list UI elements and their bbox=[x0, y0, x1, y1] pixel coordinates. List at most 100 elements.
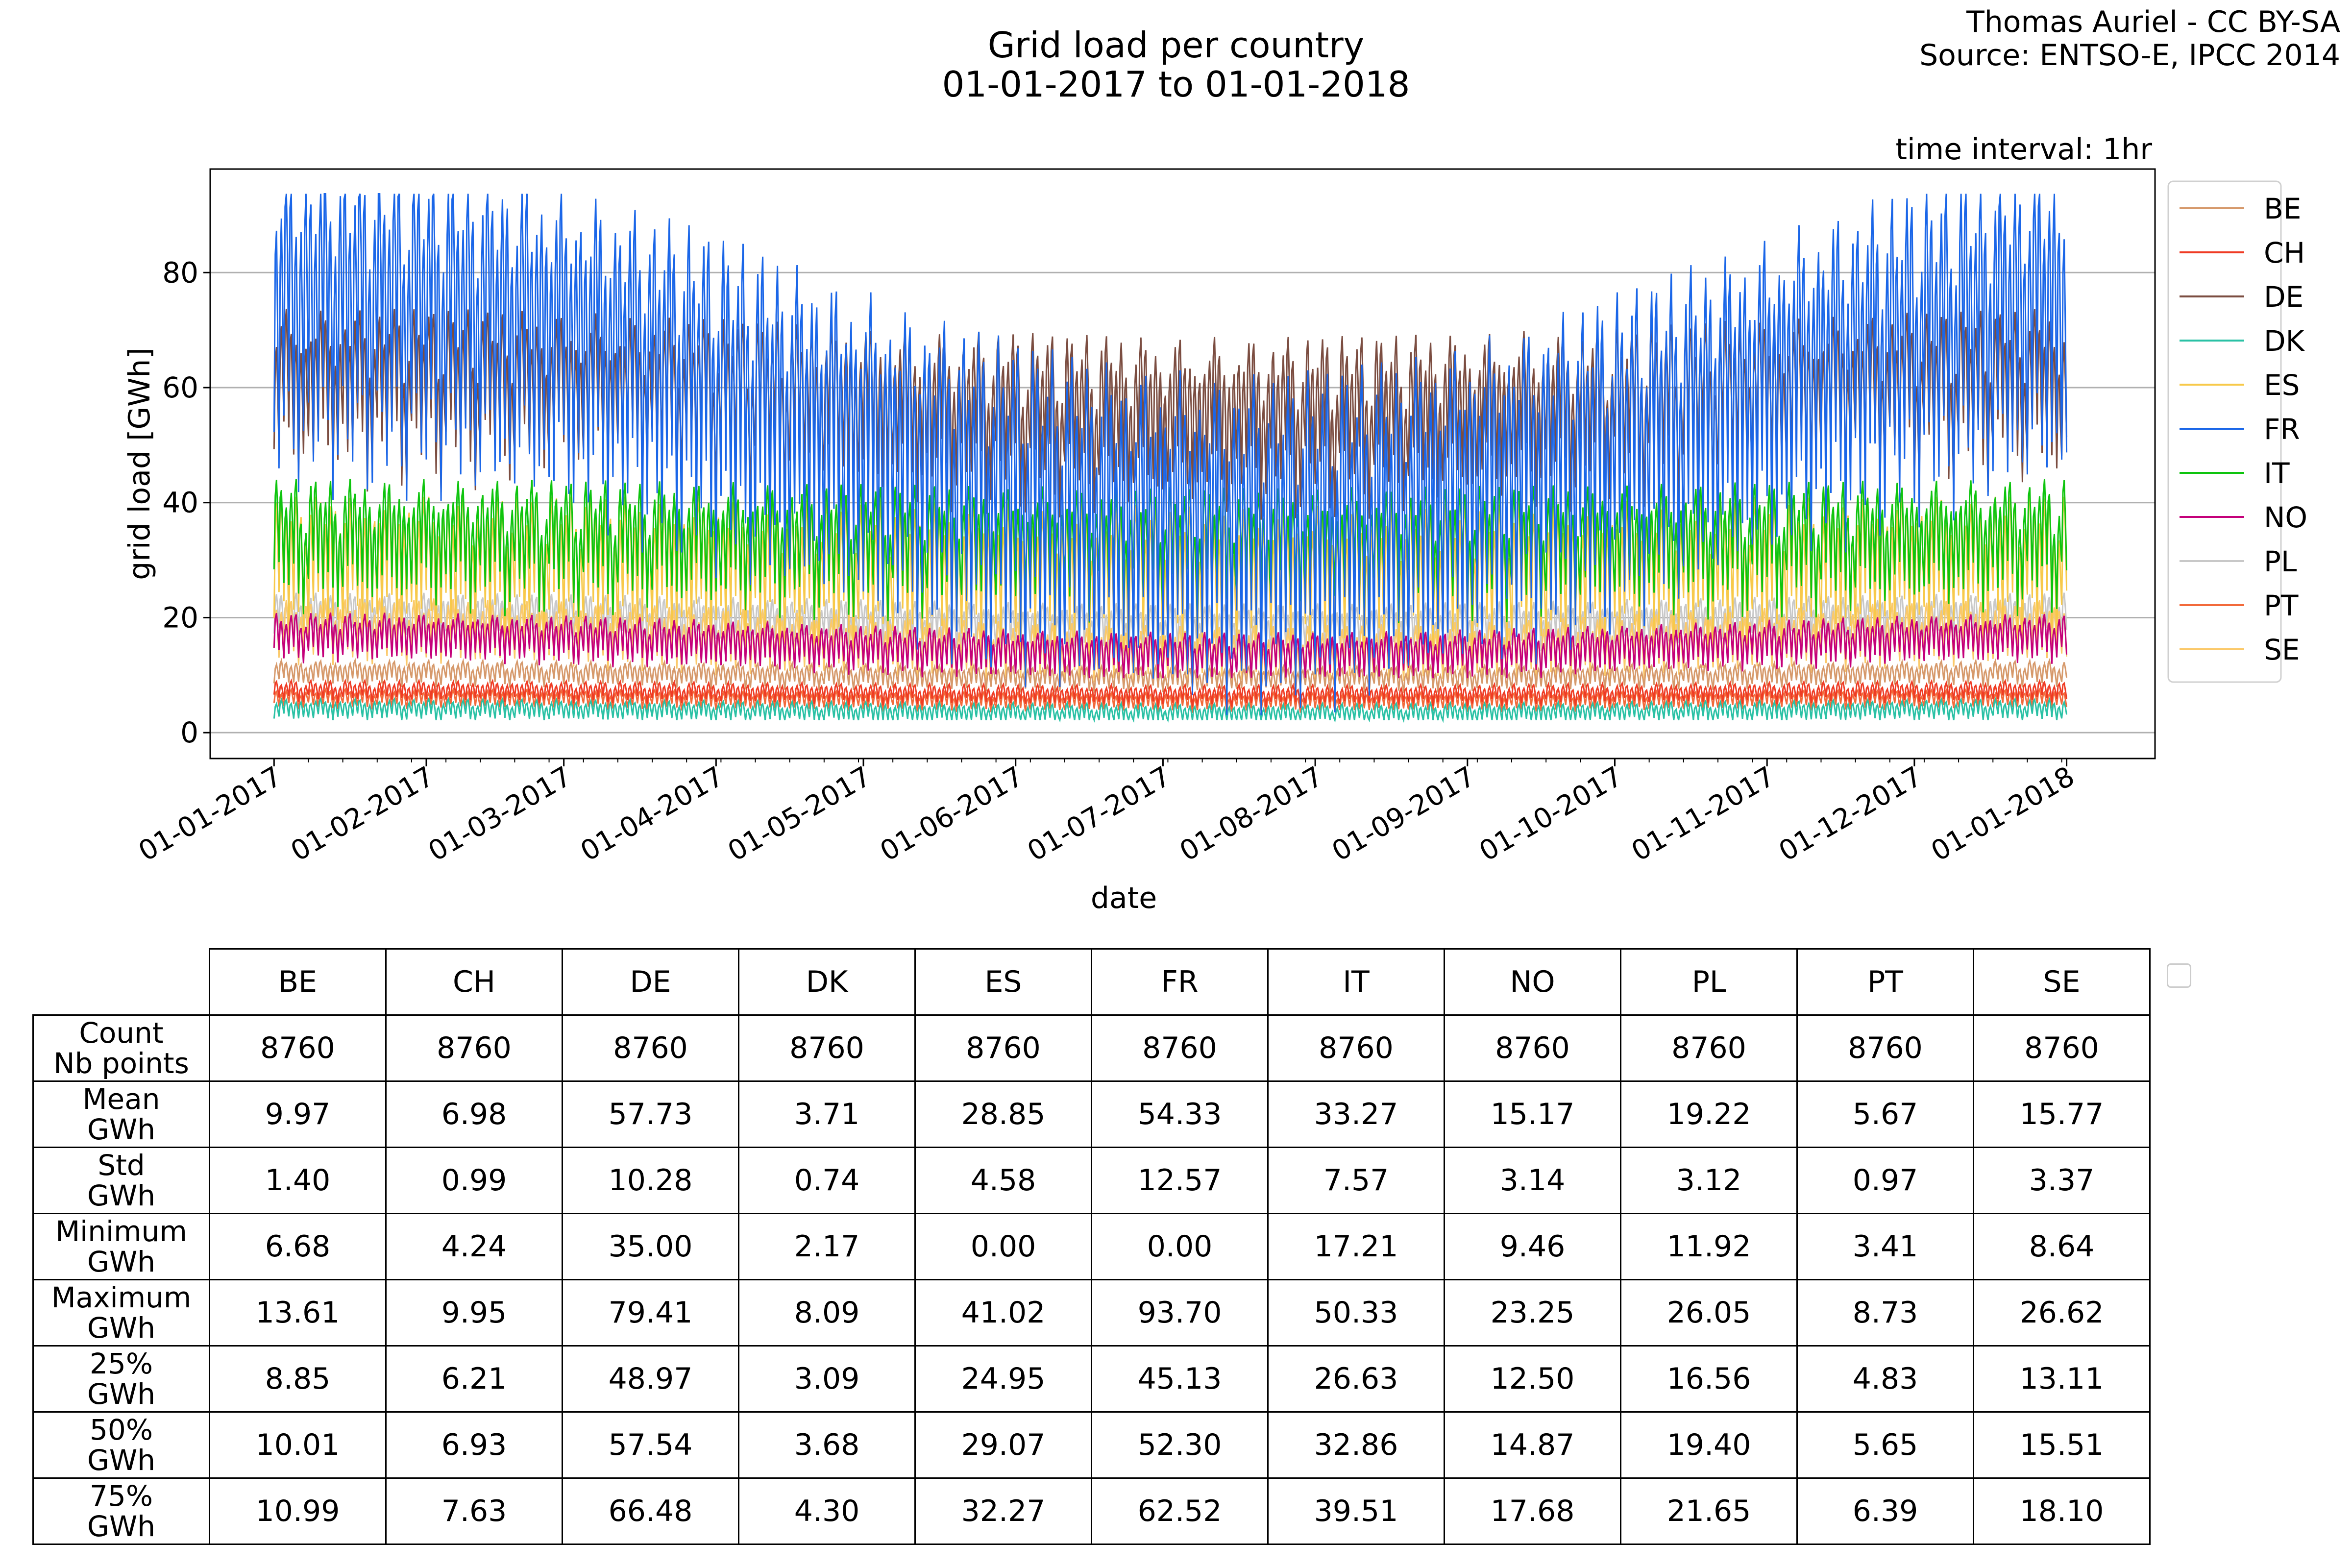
legend-label-es: ES bbox=[2264, 368, 2300, 402]
x-tick-label: 01-02-2017 bbox=[286, 760, 440, 868]
table-column-header: SE bbox=[1973, 948, 2151, 1016]
table-cell: 18.10 bbox=[1973, 1477, 2151, 1545]
y-tick-label: 0 bbox=[180, 716, 198, 749]
table-cell: 8.09 bbox=[738, 1279, 916, 1347]
table-cell: 39.51 bbox=[1267, 1477, 1445, 1545]
table-cell: 3.37 bbox=[1973, 1147, 2151, 1214]
table-cell: 9.46 bbox=[1444, 1213, 1621, 1280]
x-tick-label: 01-04-2017 bbox=[575, 760, 729, 868]
table-cell: 19.40 bbox=[1620, 1411, 1798, 1479]
table-cell: 0.74 bbox=[738, 1147, 916, 1214]
credit-author: Thomas Auriel - CC BY-SA bbox=[1966, 5, 2340, 39]
table-cell: 8760 bbox=[1973, 1014, 2151, 1082]
table-cell: 10.99 bbox=[209, 1477, 387, 1545]
x-tick-label: 01-12-2017 bbox=[1774, 760, 1928, 868]
table-cell: 6.68 bbox=[209, 1213, 387, 1280]
table-cell: 10.01 bbox=[209, 1411, 387, 1479]
credit-source: Source: ENTSO-E, IPCC 2014 bbox=[1919, 38, 2340, 73]
table-row: 75% GWh 10.99 7.63 66.48 4.30 32.27 62.52 39.51 1… bbox=[32, 1477, 2151, 1545]
table-column-header: DE bbox=[562, 948, 739, 1016]
table-cell: 0.00 bbox=[1091, 1213, 1269, 1280]
x-tick-label: 01-08-2017 bbox=[1175, 760, 1328, 868]
table-cell: 17.21 bbox=[1267, 1213, 1445, 1280]
table-cell: 26.62 bbox=[1973, 1279, 2151, 1347]
table-cell: 4.83 bbox=[1796, 1345, 1974, 1413]
table-cell: 8760 bbox=[1091, 1014, 1269, 1082]
table-cell: 5.65 bbox=[1796, 1411, 1974, 1479]
table-corner bbox=[33, 949, 210, 1016]
table-row: 25% GWh 8.85 6.21 48.97 3.09 24.95 45.13 26.63 12… bbox=[32, 1345, 2151, 1413]
table-cell: 15.17 bbox=[1444, 1080, 1621, 1148]
table-cell: 3.14 bbox=[1444, 1147, 1621, 1214]
legend-label-it: IT bbox=[2264, 457, 2290, 490]
table-column-header: DK bbox=[738, 948, 916, 1016]
table-row-header: 75% GWh bbox=[32, 1477, 210, 1545]
table-row: Maximum GWh 13.61 9.95 79.41 8.09 41.02 93.70 50… bbox=[32, 1279, 2151, 1347]
table-cell: 8760 bbox=[1267, 1014, 1445, 1082]
chart-subtitle: 01-01-2017 to 01-01-2018 bbox=[942, 64, 1410, 105]
table-cell: 26.63 bbox=[1267, 1345, 1445, 1413]
table-cell: 24.95 bbox=[914, 1345, 1092, 1413]
y-tick-label: 60 bbox=[162, 371, 198, 404]
table-cell: 7.63 bbox=[385, 1477, 563, 1545]
table-cell: 32.86 bbox=[1267, 1411, 1445, 1479]
table-cell: 8760 bbox=[562, 1014, 739, 1082]
legend-label-se: SE bbox=[2264, 633, 2300, 666]
table-cell: 6.93 bbox=[385, 1411, 563, 1479]
chart-title: Grid load per country bbox=[987, 24, 1365, 66]
table-cell: 8.64 bbox=[1973, 1213, 2151, 1280]
table-cell: 5.67 bbox=[1796, 1080, 1974, 1148]
table-cell: 45.13 bbox=[1091, 1345, 1269, 1413]
legend: BE CH DE DK ES FR IT NO PL PT SE bbox=[2167, 180, 2307, 683]
table-cell: 6.98 bbox=[385, 1080, 563, 1148]
table-cell: 6.21 bbox=[385, 1345, 563, 1413]
table-cell: 29.07 bbox=[914, 1411, 1092, 1479]
table-cell: 8760 bbox=[1796, 1014, 1974, 1082]
table-cell: 2.17 bbox=[738, 1213, 916, 1280]
table-cell: 4.24 bbox=[385, 1213, 563, 1280]
table-cell: 8760 bbox=[738, 1014, 916, 1082]
table-cell: 8760 bbox=[385, 1014, 563, 1082]
x-tick-label: 01-03-2017 bbox=[423, 760, 577, 868]
table-cell: 3.41 bbox=[1796, 1213, 1974, 1280]
table-cell: 57.54 bbox=[562, 1411, 739, 1479]
table-cell: 33.27 bbox=[1267, 1080, 1445, 1148]
table-cell: 1.40 bbox=[209, 1147, 387, 1214]
x-tick-label: 01-07-2017 bbox=[1022, 760, 1176, 868]
table-row-header: Count Nb points bbox=[32, 1014, 210, 1082]
table-row-header: Maximum GWh bbox=[32, 1279, 210, 1347]
x-tick-label: 01-06-2017 bbox=[875, 760, 1029, 868]
table-column-header: PL bbox=[1620, 948, 1798, 1016]
table-cell: 28.85 bbox=[914, 1080, 1092, 1148]
legend-label-pl: PL bbox=[2264, 545, 2297, 578]
table-row-header: Minimum GWh bbox=[32, 1213, 210, 1280]
y-tick-label: 40 bbox=[162, 486, 198, 519]
table-cell: 12.57 bbox=[1091, 1147, 1269, 1214]
table-legend-stub bbox=[2167, 963, 2191, 988]
legend-label-be: BE bbox=[2264, 192, 2301, 225]
y-axis-label: grid load [GWh] bbox=[122, 347, 157, 580]
table-cell: 26.05 bbox=[1620, 1279, 1798, 1347]
x-tick-label: 01-01-2017 bbox=[133, 760, 287, 868]
series-line-fr bbox=[273, 193, 2068, 715]
table-cell: 3.12 bbox=[1620, 1147, 1798, 1214]
table-cell: 32.27 bbox=[914, 1477, 1092, 1545]
table-cell: 23.25 bbox=[1444, 1279, 1621, 1347]
table-cell: 8760 bbox=[1620, 1014, 1798, 1082]
table-row: 50% GWh 10.01 6.93 57.54 3.68 29.07 52.30 32.86 1… bbox=[32, 1411, 2151, 1479]
table-cell: 3.68 bbox=[738, 1411, 916, 1479]
table-cell: 52.30 bbox=[1091, 1411, 1269, 1479]
table-cell: 16.56 bbox=[1620, 1345, 1798, 1413]
series-line-no bbox=[273, 612, 2068, 679]
table-row-header: Std GWh bbox=[32, 1147, 210, 1214]
table-cell: 21.65 bbox=[1620, 1477, 1798, 1545]
table-cell: 15.51 bbox=[1973, 1411, 2151, 1479]
legend-label-de: DE bbox=[2264, 280, 2303, 314]
legend-frame bbox=[2167, 180, 2282, 683]
table-cell: 11.92 bbox=[1620, 1213, 1798, 1280]
table-cell: 0.97 bbox=[1796, 1147, 1974, 1214]
x-tick-label: 01-09-2017 bbox=[1326, 760, 1480, 868]
table-cell: 8.85 bbox=[209, 1345, 387, 1413]
plot-area bbox=[209, 168, 2156, 760]
table-cell: 15.77 bbox=[1973, 1080, 2151, 1148]
